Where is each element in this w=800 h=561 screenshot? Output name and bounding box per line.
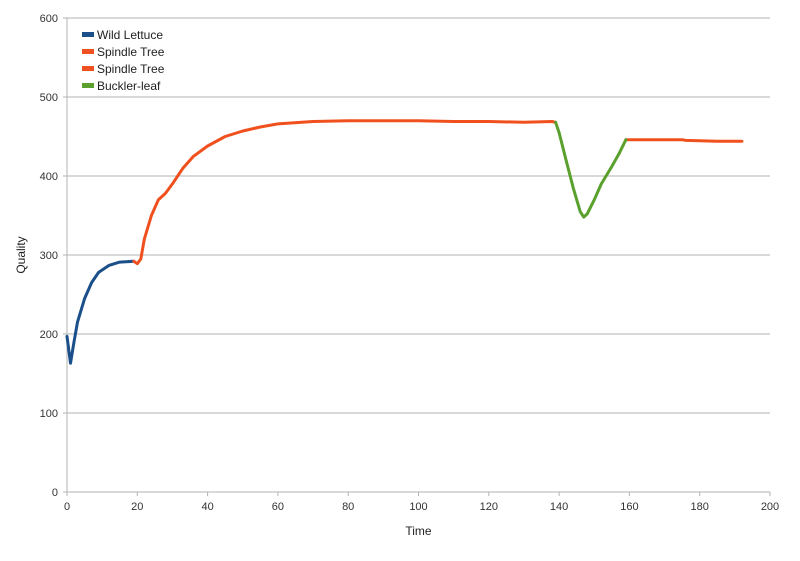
x-tick-label: 140 bbox=[550, 501, 568, 513]
x-tick-label: 100 bbox=[409, 501, 427, 513]
y-tick-label: 0 bbox=[52, 487, 58, 499]
x-tick-label: 180 bbox=[691, 501, 709, 513]
y-tick-label: 300 bbox=[40, 250, 58, 262]
x-tick-label: 80 bbox=[342, 501, 354, 513]
y-tick-label: 600 bbox=[40, 13, 58, 25]
legend-label: Spindle Tree bbox=[97, 62, 165, 76]
x-tick-label: 20 bbox=[131, 501, 143, 513]
legend-label: Buckler-leaf bbox=[97, 79, 161, 93]
x-tick-label: 60 bbox=[272, 501, 284, 513]
axes: 0 100 200 300 400 500 600 0 20 40 60 80 100 120 140 160… bbox=[40, 13, 780, 513]
legend-swatch bbox=[82, 83, 94, 88]
y-axis-title: Quality bbox=[14, 236, 28, 273]
x-tick-label: 160 bbox=[620, 501, 638, 513]
x-axis-title: Time bbox=[405, 524, 432, 538]
legend-swatch bbox=[82, 49, 94, 54]
series-line-2 bbox=[624, 138, 744, 143]
series-line-3 bbox=[554, 120, 628, 219]
grid-lines bbox=[67, 17, 770, 493]
series-line-0 bbox=[65, 259, 136, 365]
legend-label: Wild Lettuce bbox=[97, 28, 163, 42]
legend-swatch bbox=[82, 66, 94, 71]
x-tick-label: 200 bbox=[761, 501, 779, 513]
series-lines bbox=[65, 119, 744, 365]
legend-label: Spindle Tree bbox=[97, 45, 165, 59]
legend: Wild Lettuce Spindle Tree Spindle Tree Buck… bbox=[82, 28, 165, 93]
x-tick-label: 120 bbox=[480, 501, 498, 513]
series-line-1 bbox=[132, 119, 558, 266]
x-tick-label: 40 bbox=[201, 501, 213, 513]
y-tick-label: 500 bbox=[40, 92, 58, 104]
y-tick-label: 400 bbox=[40, 171, 58, 183]
y-tick-label: 100 bbox=[40, 408, 58, 420]
x-tick-label: 0 bbox=[64, 501, 70, 513]
y-tick-label: 200 bbox=[40, 329, 58, 341]
legend-swatch bbox=[82, 32, 94, 37]
